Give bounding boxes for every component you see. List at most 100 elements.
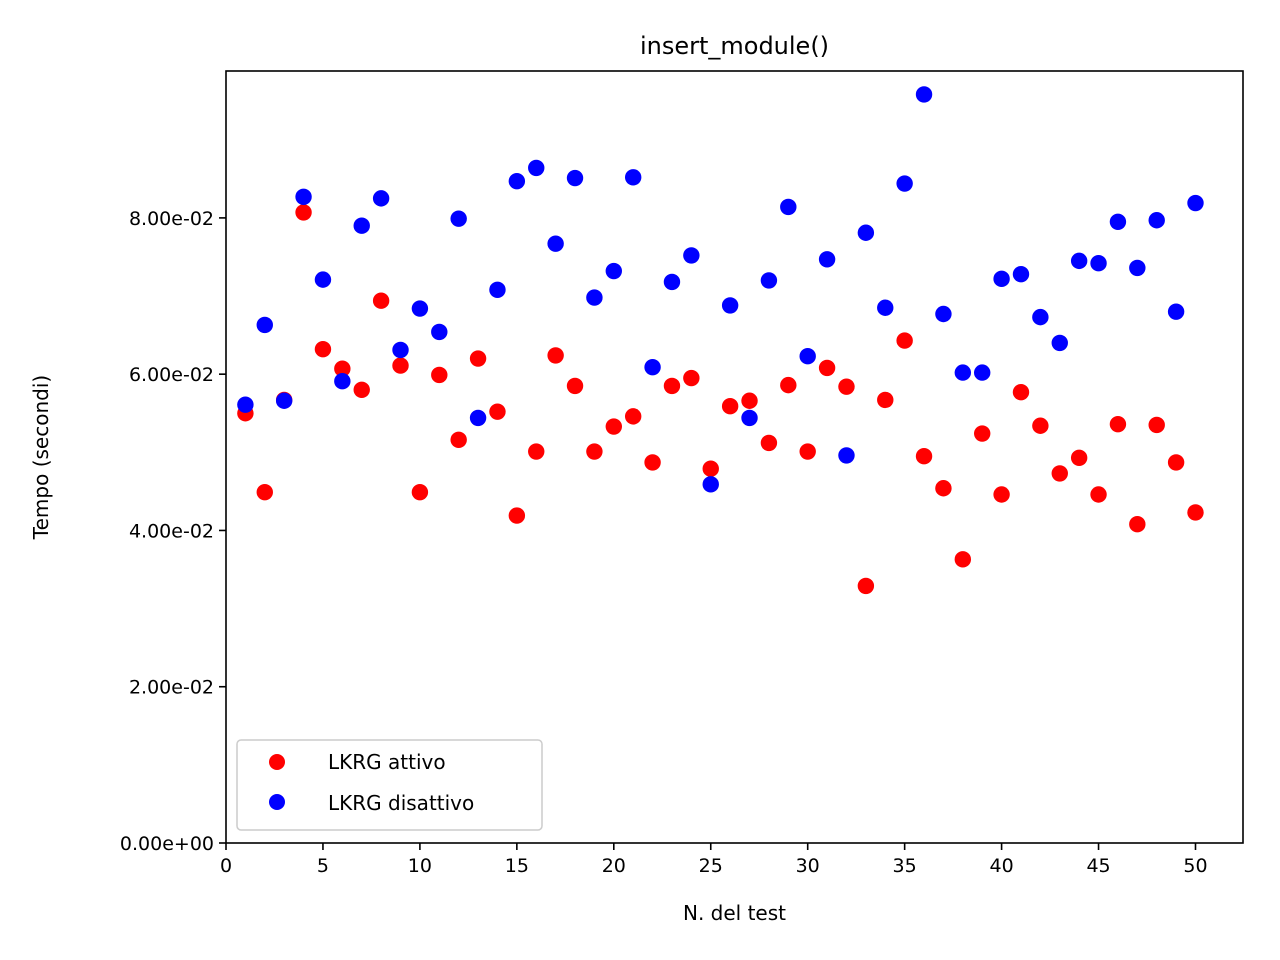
data-point-lkrg-attivo — [644, 454, 661, 471]
data-point-lkrg-disattivo — [450, 210, 467, 227]
data-points — [237, 86, 1204, 595]
y-axis-ticks: 0.00e+00 2.00e-02 4.00e-02 6.00e-02 8.00e-02 — [120, 208, 226, 855]
data-point-lkrg-attivo — [256, 483, 273, 501]
legend-label-lkrg-disattivo: LKRG disattivo — [328, 791, 474, 815]
data-point-lkrg-disattivo — [508, 172, 526, 190]
x-tick-label: 5 — [317, 855, 329, 877]
data-point-lkrg-attivo — [314, 340, 332, 358]
data-point-lkrg-disattivo — [877, 299, 894, 316]
y-axis-label: Tempo (secondi) — [29, 375, 53, 540]
data-point-lkrg-disattivo — [741, 409, 758, 427]
data-point-lkrg-disattivo — [237, 396, 254, 413]
data-point-lkrg-disattivo — [1167, 303, 1185, 320]
data-point-lkrg-disattivo — [935, 305, 952, 323]
data-point-lkrg-disattivo — [392, 341, 409, 359]
data-point-lkrg-attivo — [1167, 454, 1185, 471]
data-point-lkrg-attivo — [1148, 416, 1165, 434]
legend: LKRG attivo LKRG disattivo — [236, 739, 543, 831]
data-point-lkrg-disattivo — [838, 447, 855, 464]
data-point-lkrg-attivo — [741, 392, 758, 409]
y-tick-label: 6.00e-02 — [129, 364, 214, 386]
x-tick-label: 10 — [408, 855, 432, 877]
data-point-lkrg-disattivo — [528, 159, 545, 177]
data-point-lkrg-attivo — [1070, 449, 1088, 466]
data-point-lkrg-attivo — [799, 443, 816, 460]
data-point-lkrg-disattivo — [547, 235, 564, 252]
data-point-lkrg-attivo — [295, 204, 312, 221]
data-point-lkrg-attivo — [993, 486, 1010, 503]
y-tick-label: 0.00e+00 — [120, 833, 214, 855]
x-tick-label: 35 — [893, 855, 917, 877]
data-point-lkrg-disattivo — [954, 364, 972, 381]
data-point-lkrg-disattivo — [275, 392, 293, 409]
data-point-lkrg-disattivo — [431, 323, 448, 341]
data-point-lkrg-attivo — [954, 551, 972, 568]
data-point-lkrg-disattivo — [1012, 265, 1030, 283]
data-point-lkrg-disattivo — [411, 300, 429, 317]
chart-title: insert_module() — [640, 32, 829, 60]
data-point-lkrg-disattivo — [799, 348, 816, 365]
data-point-lkrg-attivo — [935, 480, 952, 497]
plot-frame — [225, 70, 1244, 844]
data-point-lkrg-attivo — [392, 357, 409, 374]
data-point-lkrg-disattivo — [1187, 194, 1204, 212]
data-point-lkrg-attivo — [372, 292, 390, 309]
y-tick-label: 2.00e-02 — [129, 677, 214, 699]
data-point-lkrg-disattivo — [256, 316, 273, 334]
data-point-lkrg-disattivo — [353, 217, 370, 234]
data-point-lkrg-attivo — [547, 347, 564, 364]
x-axis-label: N. del test — [683, 901, 786, 925]
data-point-lkrg-disattivo — [1090, 255, 1107, 272]
data-point-lkrg-disattivo — [605, 262, 622, 280]
data-point-lkrg-attivo — [334, 360, 351, 377]
y-tick-label: 4.00e-02 — [129, 520, 214, 542]
data-point-lkrg-disattivo — [974, 364, 991, 381]
data-point-lkrg-attivo — [469, 350, 487, 367]
data-point-lkrg-attivo — [780, 376, 797, 394]
data-point-lkrg-disattivo — [469, 409, 487, 427]
x-axis-ticks: 0 5 10 15 20 25 30 35 40 45 50 — [220, 843, 1208, 877]
data-point-lkrg-disattivo — [489, 281, 506, 298]
data-point-lkrg-attivo — [1051, 465, 1068, 482]
legend-marker-lkrg-attivo — [269, 754, 285, 770]
data-point-lkrg-disattivo — [683, 247, 700, 264]
data-point-lkrg-attivo — [818, 359, 836, 377]
legend-box — [236, 739, 543, 831]
data-point-lkrg-attivo — [489, 403, 506, 420]
data-point-lkrg-attivo — [760, 434, 778, 452]
data-point-lkrg-attivo — [353, 381, 370, 399]
data-point-lkrg-disattivo — [818, 251, 836, 268]
data-point-lkrg-attivo — [431, 366, 448, 384]
data-point-lkrg-disattivo — [780, 198, 797, 216]
data-point-lkrg-disattivo — [1148, 212, 1165, 229]
x-tick-label: 20 — [602, 855, 626, 877]
data-point-lkrg-disattivo — [295, 188, 312, 206]
data-point-lkrg-disattivo — [857, 224, 875, 241]
data-point-lkrg-disattivo — [1070, 252, 1088, 270]
data-point-lkrg-disattivo — [624, 169, 642, 186]
data-point-lkrg-attivo — [508, 507, 526, 524]
data-point-lkrg-disattivo — [993, 270, 1010, 288]
data-point-lkrg-attivo — [877, 391, 894, 409]
data-point-lkrg-attivo — [896, 332, 913, 349]
y-tick-label: 8.00e-02 — [129, 208, 214, 230]
data-point-lkrg-attivo — [915, 448, 933, 465]
legend-marker-lkrg-disattivo — [269, 794, 285, 810]
data-point-lkrg-attivo — [1012, 383, 1030, 401]
x-tick-label: 45 — [1086, 855, 1110, 877]
data-point-lkrg-attivo — [838, 378, 855, 395]
data-point-lkrg-attivo — [1187, 504, 1204, 521]
data-point-lkrg-disattivo — [896, 175, 913, 192]
data-point-lkrg-attivo — [1129, 515, 1146, 533]
data-point-lkrg-attivo — [1109, 415, 1127, 433]
data-point-lkrg-attivo — [721, 398, 739, 415]
data-point-lkrg-attivo — [1032, 417, 1049, 434]
x-tick-label: 40 — [990, 855, 1014, 877]
data-point-lkrg-attivo — [702, 460, 719, 477]
data-point-lkrg-disattivo — [663, 273, 681, 291]
data-point-lkrg-disattivo — [1051, 334, 1068, 352]
data-point-lkrg-attivo — [624, 408, 642, 425]
data-point-lkrg-attivo — [566, 377, 584, 395]
